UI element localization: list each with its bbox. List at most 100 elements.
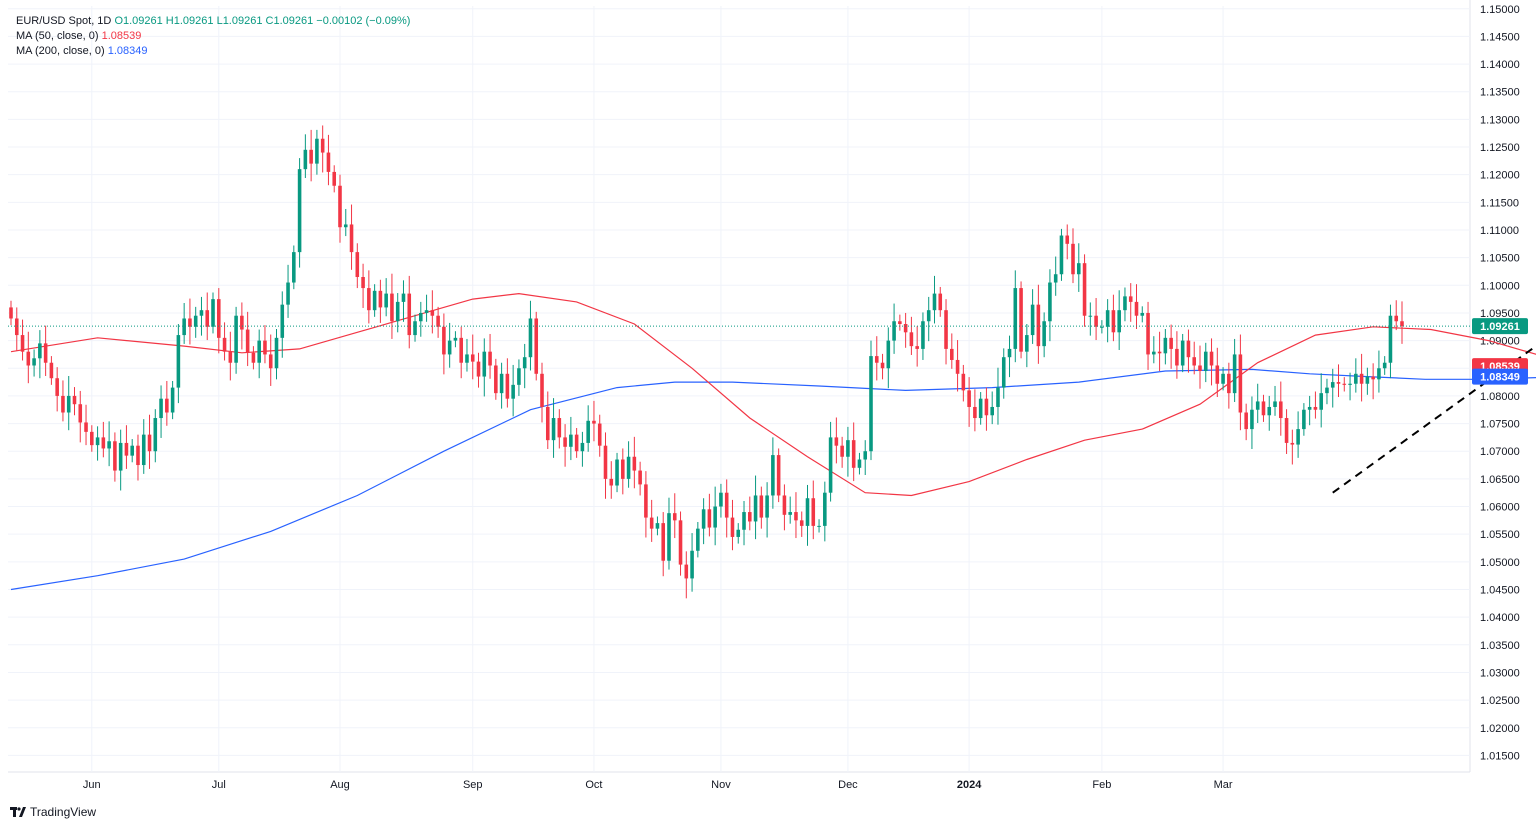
trendline[interactable] (1332, 337, 1536, 494)
legend-ma200-row[interactable]: MA (200, close, 0) 1.08349 (16, 44, 410, 59)
candle-body (384, 293, 388, 308)
candle-body (338, 185, 342, 228)
candle (436, 306, 440, 338)
candle (1394, 300, 1399, 331)
candle (315, 129, 319, 175)
candle-body (1088, 315, 1093, 317)
candle (268, 334, 273, 386)
candle (730, 499, 735, 551)
candle (141, 419, 146, 474)
candle (1279, 381, 1283, 436)
candle-body (540, 373, 544, 407)
candle-body (1209, 351, 1214, 366)
y-tick-label: 1.04500 (1480, 584, 1520, 596)
y-tick-label: 1.12000 (1480, 170, 1520, 182)
candle-body (1157, 351, 1162, 354)
candle-body (459, 337, 463, 363)
candle-body (1307, 406, 1312, 410)
y-tick-label: 1.07000 (1480, 446, 1520, 458)
candle (1388, 304, 1393, 379)
candle (892, 303, 896, 354)
candle-body (898, 321, 902, 325)
candle-body (776, 455, 781, 496)
candle (1255, 383, 1260, 424)
candle-body (234, 315, 238, 363)
candle (1088, 302, 1093, 336)
candle (130, 439, 134, 463)
candle-body (1342, 383, 1347, 385)
candle-body (592, 420, 596, 424)
candle (1071, 228, 1075, 284)
candle (944, 299, 948, 365)
candle (1244, 403, 1248, 441)
candle-body (707, 509, 712, 528)
candle-body (390, 293, 394, 322)
candle (147, 414, 152, 469)
candle-body (765, 495, 769, 518)
candle (1261, 394, 1266, 422)
candle (511, 364, 515, 417)
candle (32, 349, 36, 377)
candle (586, 405, 590, 452)
candle-body (672, 513, 677, 521)
tradingview-logo[interactable]: TradingView (10, 805, 96, 819)
candle-body (286, 282, 290, 305)
candle-body (978, 398, 983, 419)
candle-body (678, 520, 683, 565)
candle-body (522, 357, 527, 369)
candle-body (534, 318, 539, 374)
candle (1007, 335, 1012, 378)
candle-body (667, 513, 671, 561)
candle-body (297, 169, 302, 253)
x-tick-label: Sep (463, 779, 483, 791)
candle-body (1279, 401, 1283, 419)
candle-body (823, 492, 827, 526)
ma200-badge: 1.08349 (1472, 368, 1528, 385)
candle (667, 497, 671, 570)
candle (165, 380, 169, 426)
candle-body (684, 564, 689, 579)
x-tick-label: Oct (585, 779, 602, 791)
symbol-name[interactable]: EUR/USD Spot, 1D (16, 15, 112, 27)
candle (222, 322, 227, 361)
y-tick-label: 1.11500 (1480, 197, 1519, 209)
candle (632, 436, 637, 489)
y-tick-label: 1.10500 (1480, 253, 1520, 265)
candle (597, 414, 602, 457)
candle-body (690, 550, 694, 579)
candle-body (1105, 310, 1110, 327)
candle-body (130, 445, 134, 456)
candle (1111, 294, 1116, 342)
candle (1128, 283, 1133, 322)
candle (834, 417, 839, 464)
candle-body (1284, 418, 1289, 443)
candle (557, 409, 562, 449)
legend-ma50-row[interactable]: MA (50, close, 0) 1.08539 (16, 29, 410, 44)
candle-body (1371, 376, 1375, 380)
candle-body (817, 525, 821, 527)
candle-body (557, 418, 562, 438)
candle-body (880, 362, 885, 369)
candle-body (1244, 412, 1248, 430)
candle (326, 134, 331, 186)
candle-body (1261, 401, 1266, 416)
candle (263, 325, 267, 364)
candle-body (1267, 406, 1272, 416)
candle (794, 492, 798, 539)
candle-body (649, 517, 654, 529)
y-tick-label: 1.10000 (1480, 280, 1520, 292)
candle (765, 482, 769, 538)
candle (1157, 331, 1162, 372)
candle-body (1134, 301, 1139, 316)
candle (1019, 281, 1023, 359)
y-tick-label: 1.06500 (1480, 474, 1520, 486)
x-tick-label: Mar (1214, 779, 1233, 791)
candle-body (61, 395, 65, 413)
candle-body (701, 509, 706, 529)
candle-body (846, 440, 850, 457)
candle (1336, 364, 1341, 398)
candle-body (55, 378, 59, 396)
candle (1163, 328, 1168, 365)
candle-body (280, 304, 285, 338)
